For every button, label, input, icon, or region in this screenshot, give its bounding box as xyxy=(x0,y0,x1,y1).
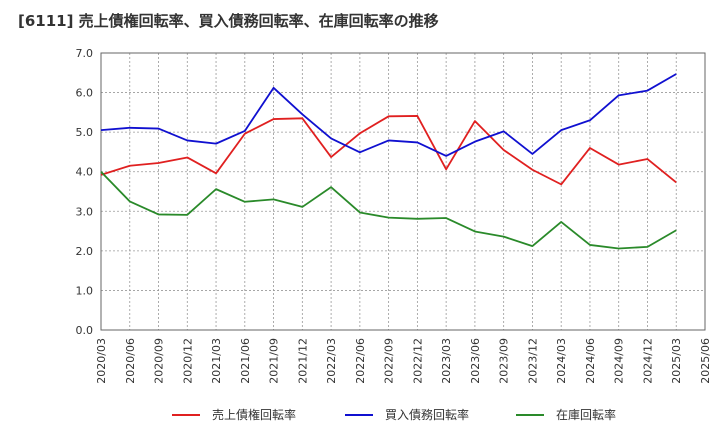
series-lines xyxy=(100,73,677,250)
x-tick-label: 2021/12 xyxy=(296,338,309,384)
x-tick-label: 2023/06 xyxy=(469,338,482,384)
x-tick-label: 2020/03 xyxy=(95,338,108,384)
y-tick-label: 5.0 xyxy=(76,126,94,139)
x-tick-label: 2024/03 xyxy=(555,338,568,384)
series-line xyxy=(100,73,677,157)
x-tick-label: 2023/12 xyxy=(526,338,539,384)
y-tick-label: 6.0 xyxy=(76,87,94,100)
x-tick-label: 2021/09 xyxy=(268,338,281,384)
y-tick-label: 2.0 xyxy=(76,245,94,258)
x-tick-label: 2020/09 xyxy=(153,338,166,384)
y-tick-label: 4.0 xyxy=(76,166,94,179)
grid xyxy=(101,53,705,330)
y-axis: 0.0 1.0 2.0 3.0 4.0 5.0 6.0 7.0 xyxy=(76,47,94,337)
x-tick-label: 2020/12 xyxy=(181,338,194,384)
y-tick-label: 1.0 xyxy=(76,284,94,297)
x-tick-label: 2022/06 xyxy=(354,338,367,384)
x-tick-label: 2022/03 xyxy=(325,338,338,384)
x-tick-label: 2021/06 xyxy=(239,338,252,384)
x-tick-label: 2024/06 xyxy=(584,338,597,384)
x-axis: 2020/03 2020/06 2020/09 2020/12 2021/03 2021/… xyxy=(95,338,712,384)
legend-label: 在庫回転率 xyxy=(556,407,616,422)
legend-label: 買入債務回転率 xyxy=(385,407,469,422)
y-tick-label: 7.0 xyxy=(76,47,94,60)
x-tick-label: 2025/06 xyxy=(699,338,712,384)
x-tick-label: 2022/12 xyxy=(411,338,424,384)
x-tick-label: 2024/09 xyxy=(613,338,626,384)
legend-label: 売上債権回転率 xyxy=(212,407,296,422)
series-line xyxy=(100,115,677,186)
x-tick-label: 2020/06 xyxy=(124,338,137,384)
chart-title: [6111] 売上債権回転率、買入債務回転率、在庫回転率の推移 xyxy=(18,12,439,30)
y-tick-label: 0.0 xyxy=(76,324,94,337)
x-tick-label: 2025/03 xyxy=(670,338,683,384)
legend: 売上債権回転率 買入債務回転率 在庫回転率 xyxy=(172,407,616,422)
x-tick-label: 2023/09 xyxy=(498,338,511,384)
plot-area xyxy=(100,52,706,331)
series-line xyxy=(100,171,677,250)
y-tick-label: 3.0 xyxy=(76,205,94,218)
x-tick-label: 2024/12 xyxy=(641,338,654,384)
x-tick-label: 2021/03 xyxy=(210,338,223,384)
x-tick-label: 2022/09 xyxy=(383,338,396,384)
x-tick-label: 2023/03 xyxy=(440,338,453,384)
